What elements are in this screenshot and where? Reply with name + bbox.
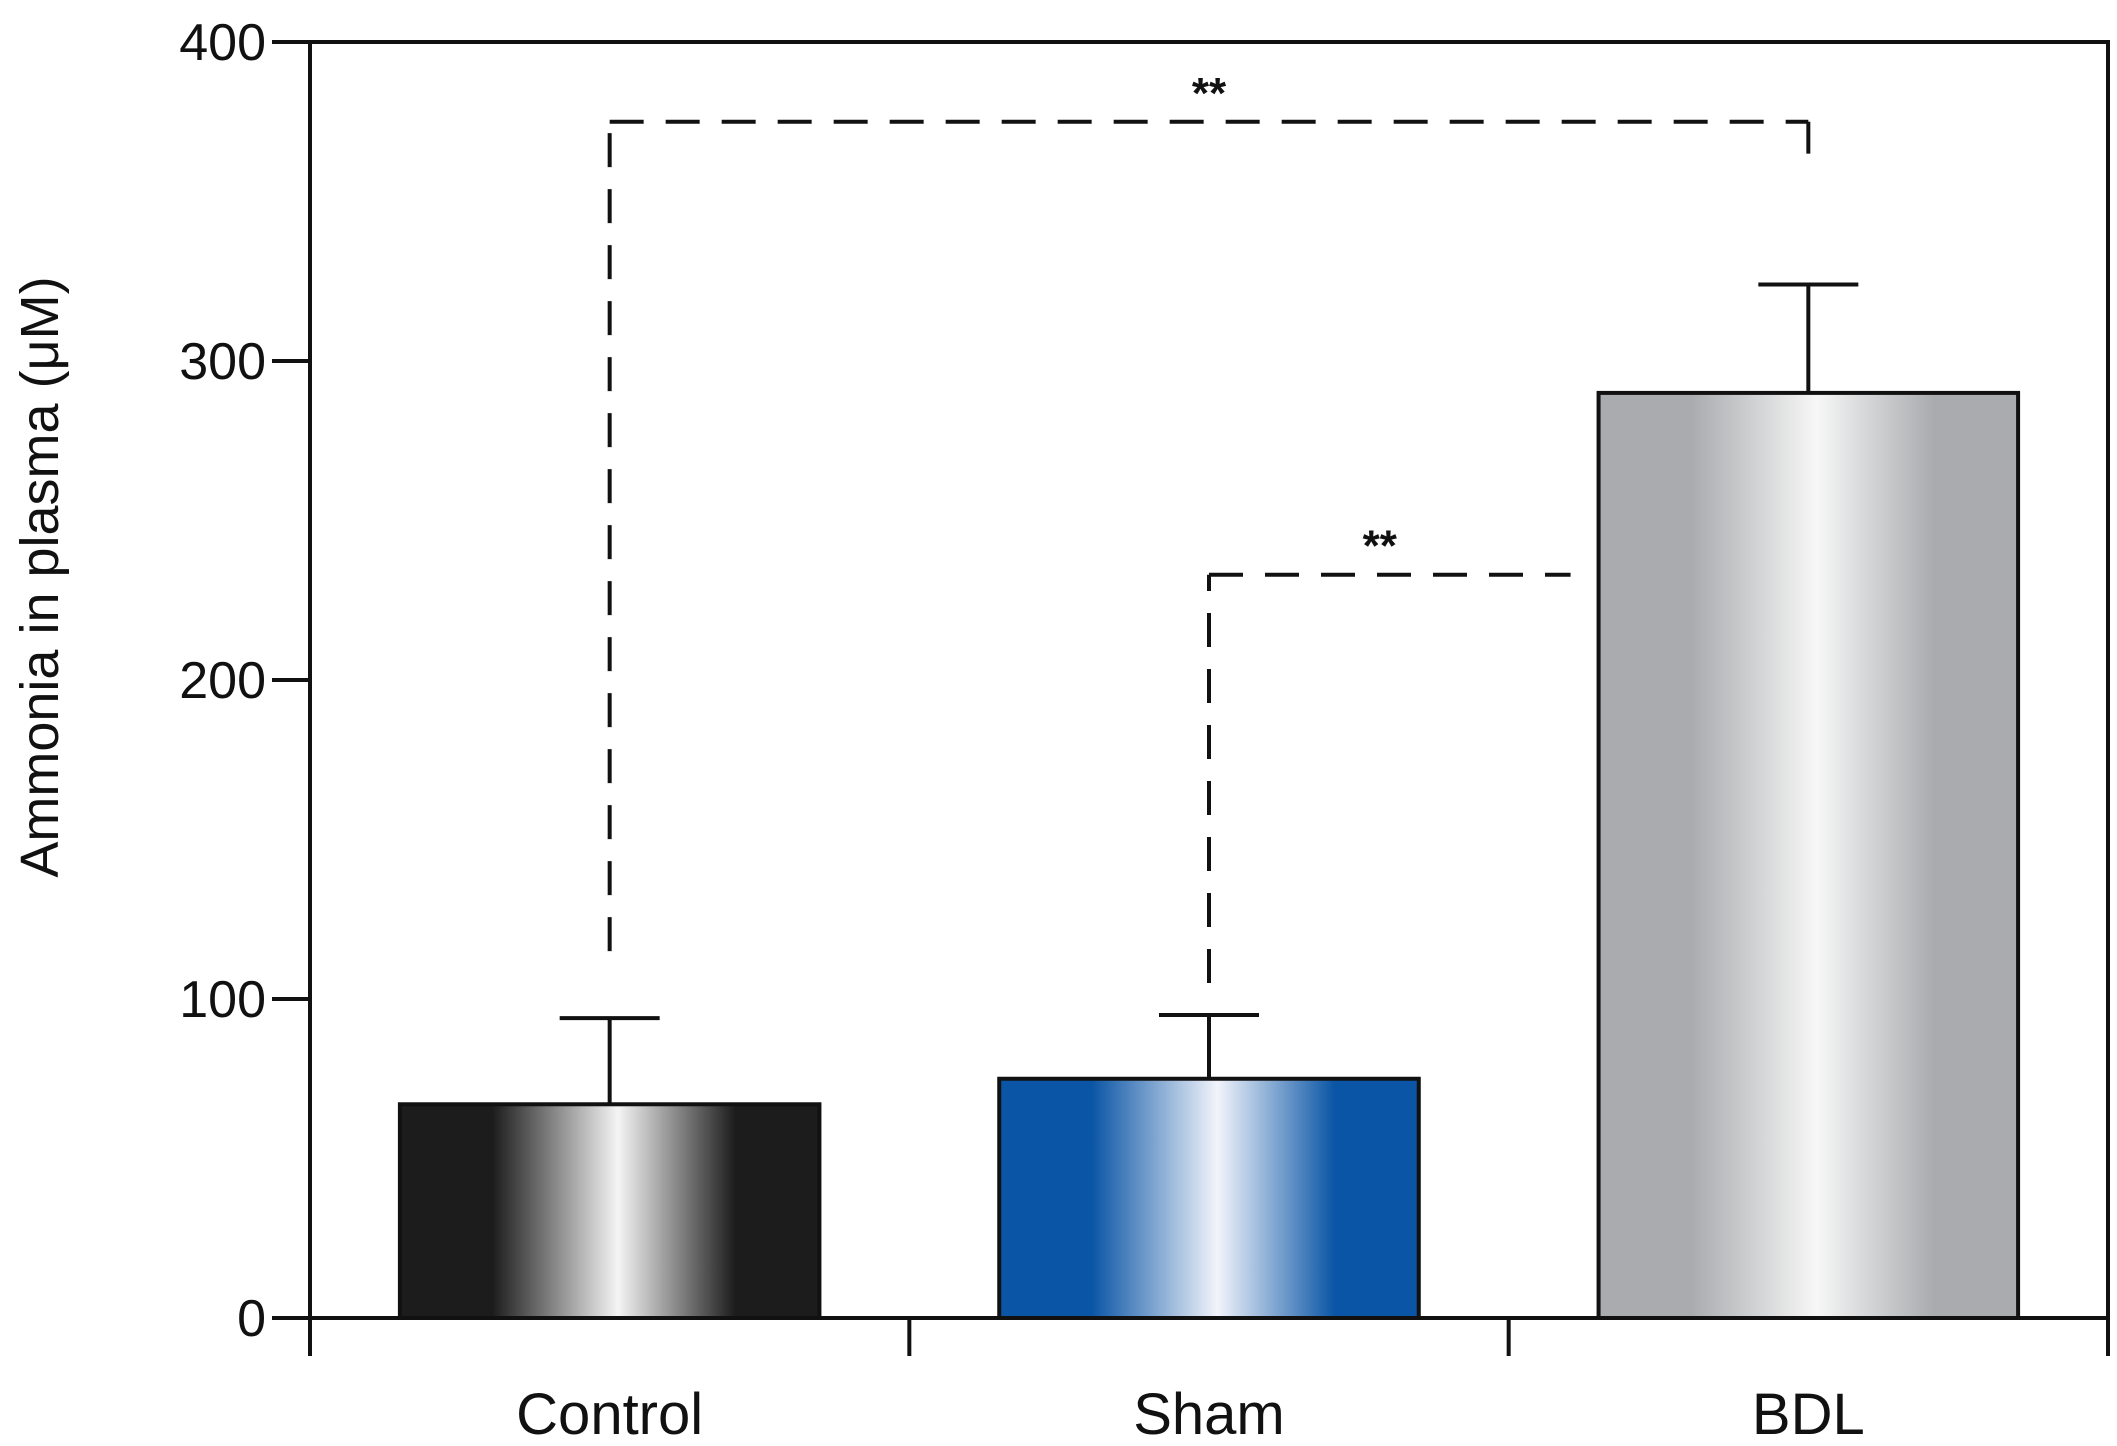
significance-label: ** <box>1363 522 1398 571</box>
x-category-label: Sham <box>1133 1382 1285 1446</box>
x-category-label: Control <box>516 1382 703 1446</box>
y-tick-label: 200 <box>179 652 266 710</box>
bar-control <box>397 1102 822 1321</box>
bar-bdl <box>1596 390 2021 1320</box>
y-axis-label: Ammonia in plasma (μM) <box>10 276 70 877</box>
significance-brackets: ** ** <box>607 69 1811 984</box>
tick-labels: 0 100 200 300 400 Control Sham BDL <box>179 14 1865 1446</box>
y-tick-label: 400 <box>179 14 266 72</box>
x-category-label: BDL <box>1752 1382 1865 1446</box>
error-bars <box>559 282 1859 1105</box>
y-tick-label: 300 <box>179 333 266 391</box>
y-tick-label: 100 <box>179 971 266 1029</box>
significance-label: ** <box>1192 69 1227 118</box>
bar-sham <box>997 1076 1421 1320</box>
y-tick-label: 0 <box>237 1290 266 1348</box>
